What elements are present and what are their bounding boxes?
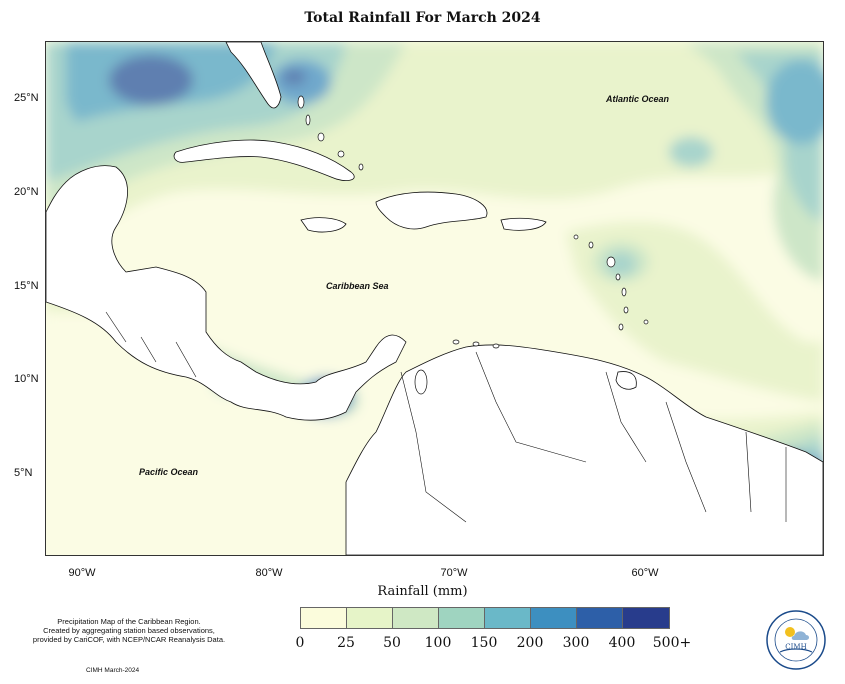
- legend-swatch-1: [346, 607, 393, 629]
- legend-tick-150: 150: [470, 635, 498, 651]
- credits-line-1: Precipitation Map of the Caribbean Regio…: [57, 617, 201, 626]
- map-title: Total Rainfall For March 2024: [304, 10, 541, 26]
- legend-swatch-5: [530, 607, 577, 629]
- footer-text: CIMH March-2024: [86, 667, 140, 674]
- logo-text: CIMH: [785, 643, 806, 651]
- country-borders: [105, 311, 787, 523]
- land-masses: [46, 42, 823, 555]
- legend-swatch-7: [622, 607, 670, 629]
- legend-swatch-0: [300, 607, 347, 629]
- lat-label-5n: 5°N: [14, 467, 33, 479]
- legend-swatch-6: [576, 607, 623, 629]
- legend-swatch-2: [392, 607, 439, 629]
- atlantic-ocean-label: Atlantic Ocean: [606, 94, 670, 104]
- lat-label-25n: 25°N: [14, 92, 39, 104]
- cimh-logo-icon: CIMH: [766, 610, 826, 670]
- small-islands: [297, 95, 649, 395]
- cimh-logo: CIMH: [766, 610, 826, 670]
- sun-icon: [785, 627, 795, 637]
- credits-line-2: Created by aggregating station based obs…: [43, 626, 215, 635]
- rainfall-map-svg: [46, 42, 823, 555]
- pacific-ocean-label: Pacific Ocean: [139, 467, 199, 477]
- legend-swatch-4: [484, 607, 531, 629]
- legend-tick-100: 100: [424, 635, 452, 651]
- legend-title: Rainfall (mm): [377, 584, 468, 599]
- credits-text: Precipitation Map of the Caribbean Regio…: [14, 617, 244, 644]
- legend-swatch-3: [438, 607, 485, 629]
- legend-tick-25: 25: [337, 635, 355, 651]
- legend-tick-0: 0: [295, 635, 305, 651]
- legend-tick-500plus: 500+: [652, 635, 692, 651]
- legend-tick-200: 200: [516, 635, 544, 651]
- legend-tick-300: 300: [562, 635, 590, 651]
- caribbean-sea-label: Caribbean Sea: [326, 281, 389, 291]
- lat-label-10n: 10°N: [14, 373, 39, 385]
- cloud-icon: [791, 631, 809, 640]
- lat-label-15n: 15°N: [14, 280, 39, 292]
- lon-label-90w: 90°W: [68, 567, 96, 579]
- lon-label-70w: 70°W: [440, 567, 468, 579]
- legend-tick-50: 50: [383, 635, 401, 651]
- lon-label-60w: 60°W: [631, 567, 659, 579]
- lon-label-80w: 80°W: [255, 567, 283, 579]
- lat-label-20n: 20°N: [14, 186, 39, 198]
- rainfall-map: [45, 41, 824, 556]
- credits-line-3: provided by CariCOF, with NCEP/NCAR Rean…: [32, 635, 226, 644]
- legend-tick-400: 400: [608, 635, 636, 651]
